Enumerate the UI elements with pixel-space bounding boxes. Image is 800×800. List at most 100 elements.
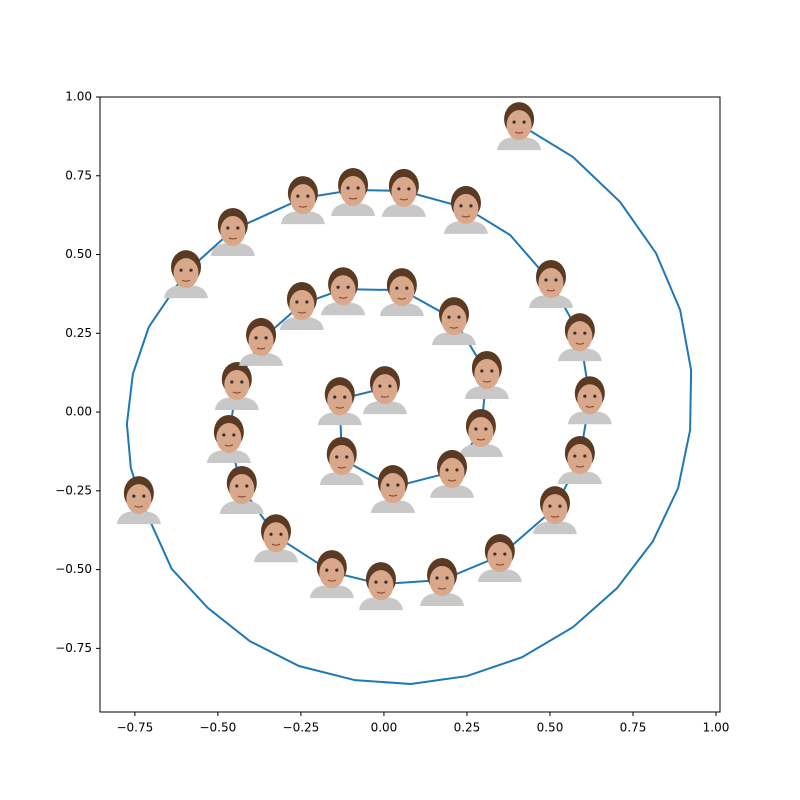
face-image — [420, 557, 465, 606]
x-tick-label: 0.25 — [454, 721, 481, 735]
face-mouth — [514, 131, 524, 134]
face-image — [219, 465, 264, 514]
face-eye — [346, 285, 350, 289]
face-mouth — [447, 479, 457, 482]
face-mouth — [237, 495, 247, 498]
face-image — [497, 102, 542, 151]
face-mouth — [461, 215, 471, 218]
face-image — [210, 207, 255, 256]
face-image — [239, 317, 284, 366]
face-eye — [240, 380, 244, 384]
face-skin — [567, 321, 593, 352]
face-eye — [445, 576, 449, 580]
face-image — [532, 486, 577, 535]
face-skin — [220, 215, 246, 246]
face-skin — [474, 358, 500, 389]
x-tick-label: −0.25 — [283, 721, 320, 735]
face-eye — [503, 552, 507, 556]
face-image — [280, 176, 325, 225]
face-eye — [395, 286, 399, 290]
face-skin — [224, 370, 250, 401]
face-eye — [132, 494, 136, 498]
face-eye — [279, 532, 283, 536]
face-eye — [583, 331, 587, 335]
face-eye — [226, 226, 230, 230]
face-shirt — [317, 412, 362, 426]
face-shirt — [206, 449, 251, 463]
face-skin — [126, 484, 152, 515]
face-skin — [229, 473, 255, 504]
face-shirt — [443, 220, 488, 234]
face-eye — [235, 484, 239, 488]
face-skin — [329, 445, 355, 476]
face-mouth — [338, 296, 348, 299]
face-shirt — [464, 385, 509, 399]
face-image — [477, 534, 522, 583]
face-mouth — [399, 198, 409, 201]
face-shirt — [321, 302, 366, 316]
face-shirt — [319, 471, 364, 486]
x-tick-label: 1.00 — [703, 721, 730, 735]
face-shirt — [567, 411, 612, 425]
face-image — [381, 168, 426, 217]
face-eye — [484, 427, 488, 431]
face-eye — [232, 433, 236, 437]
face-eye — [356, 186, 360, 190]
face-eye — [447, 315, 451, 319]
face-shirt — [219, 500, 264, 514]
face-eye — [236, 226, 240, 230]
face-shirt — [381, 203, 426, 217]
face-eye — [558, 504, 562, 508]
face-mouth — [585, 405, 595, 408]
face-mouth — [297, 311, 307, 314]
x-tick-label: 0.00 — [371, 721, 398, 735]
face-image — [443, 185, 488, 234]
face-mouth — [327, 579, 337, 582]
face-skin — [327, 385, 353, 416]
face-mouth — [449, 326, 459, 329]
face-eye — [554, 278, 558, 282]
face-skin — [441, 305, 467, 336]
face-mouth — [476, 438, 486, 441]
x-tick-label: −0.75 — [116, 721, 153, 735]
face-shirt — [379, 303, 424, 317]
face-eye — [264, 336, 268, 340]
face-skin — [542, 494, 568, 525]
face-image — [321, 267, 366, 316]
face-eye — [374, 580, 378, 584]
face-eye — [335, 455, 339, 459]
face-mouth — [256, 347, 266, 350]
face-eye — [295, 300, 299, 304]
face-skin — [538, 267, 564, 298]
face-mouth — [550, 515, 560, 518]
face-eye — [544, 278, 548, 282]
face-eye — [548, 504, 552, 508]
face-skin — [389, 276, 415, 307]
y-tick-label: 0.00 — [65, 405, 92, 419]
face-mouth — [575, 465, 585, 468]
face-eye — [512, 120, 516, 124]
face-shirt — [280, 211, 325, 225]
face-mouth — [388, 494, 398, 497]
face-mouth — [228, 237, 238, 240]
face-eye — [455, 468, 459, 472]
face-skin — [248, 325, 274, 356]
face-image — [358, 562, 403, 611]
face-shirt — [430, 484, 475, 498]
face-eye — [306, 194, 310, 198]
face-eye — [345, 455, 349, 459]
face-mouth — [482, 380, 492, 383]
axes-frame — [99, 96, 721, 713]
face-eye — [388, 384, 392, 388]
face-shirt — [116, 511, 161, 525]
face-image — [362, 366, 407, 415]
face-shirt — [279, 316, 324, 330]
face-eye — [573, 331, 577, 335]
face-image — [458, 408, 503, 457]
face-eye — [222, 433, 226, 437]
face-skin — [453, 193, 479, 224]
face-shirt — [254, 549, 299, 563]
face-eye — [573, 454, 577, 458]
face-eye — [230, 380, 234, 384]
y-tick-label: 0.25 — [65, 326, 92, 340]
